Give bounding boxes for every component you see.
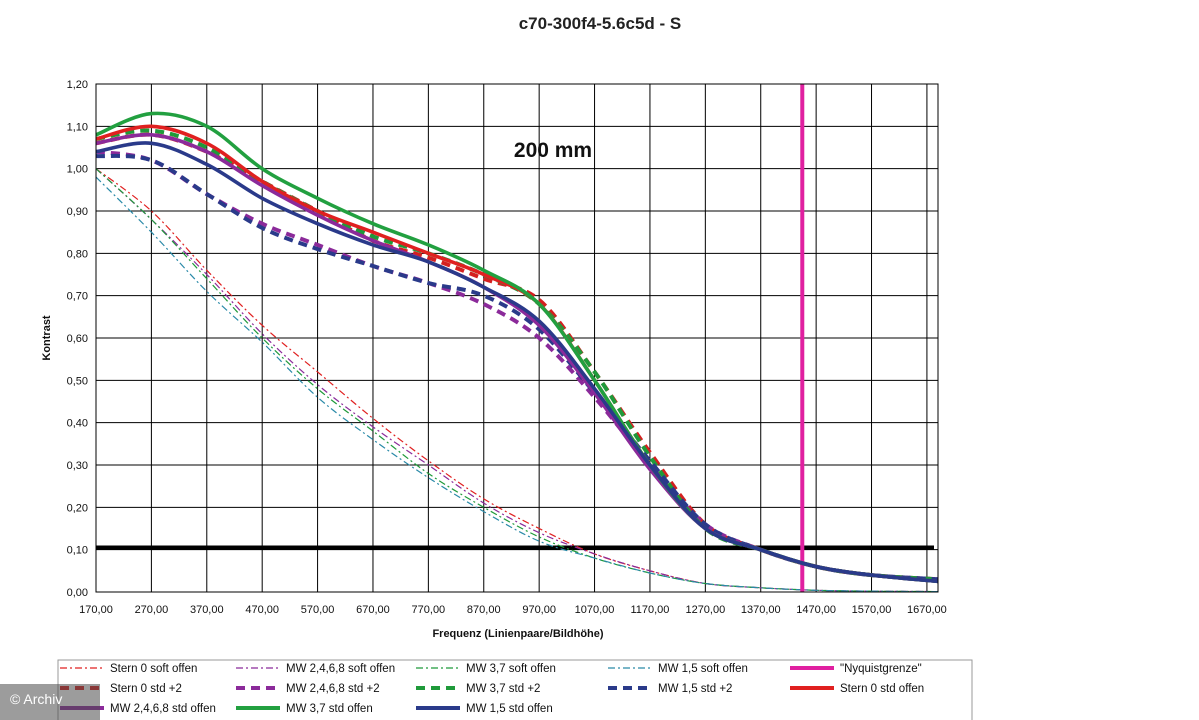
legend-label: MW 1,5 std +2: [658, 683, 732, 695]
x-axis-label: Frequenz (Linienpaare/Bildhöhe): [432, 628, 603, 640]
legend-label: Stern 0 soft offen: [110, 663, 197, 675]
series-line-mw-2-4-6-8-std-2: [95, 149, 939, 582]
watermark: © Archiv: [0, 684, 100, 720]
y-tick-label: 1,20: [67, 79, 88, 91]
series-line-mw-1-5-std-offen: [95, 141, 939, 584]
y-tick-label: 0,60: [67, 333, 88, 345]
legend-label: Stern 0 std +2: [110, 683, 182, 695]
x-tick-label: 870,00: [467, 604, 501, 616]
y-tick-label: 1,10: [67, 121, 88, 133]
x-tick-label: 1370,00: [741, 604, 781, 616]
x-tick-label: 270,00: [135, 604, 169, 616]
y-tick-label: 0,20: [67, 502, 88, 514]
series-line-mw-3-7-std-2: [95, 128, 939, 582]
legend-label: MW 2,4,6,8 std offen: [110, 703, 216, 715]
series-layer: [95, 84, 939, 593]
x-tick-label: 1570,00: [852, 604, 892, 616]
y-tick-label: 0,30: [67, 460, 88, 472]
y-axis-label: Kontrast: [41, 315, 53, 361]
x-tick-label: 570,00: [301, 604, 335, 616]
watermark-text: © Archiv: [10, 691, 62, 707]
x-tick-label: 1170,00: [630, 604, 669, 616]
legend: Stern 0 soft offen MW 2,4,6,8 soft offen M…: [57, 659, 973, 720]
legend-label: MW 1,5 std offen: [466, 703, 553, 715]
y-tick-label: 0,00: [67, 587, 88, 599]
x-tick-label: 1070,00: [575, 604, 615, 616]
legend-label: MW 3,7 std offen: [286, 703, 373, 715]
legend-label: MW 2,4,6,8 soft offen: [286, 663, 395, 675]
x-tick-label: 370,00: [190, 604, 224, 616]
x-tick-label: 1270,00: [685, 604, 725, 616]
x-tick-labels: 170,00 270,00 370,00 470,00 570,00 670,00 770,…: [79, 604, 947, 616]
plot-area-border: [95, 83, 939, 593]
y-tick-label: 0,50: [67, 375, 88, 387]
legend-label: MW 3,7 soft offen: [466, 663, 556, 675]
focal-length-annotation: 200 mm: [514, 139, 592, 162]
y-tick-label: 0,90: [67, 206, 88, 218]
legend-label: "Nyquistgrenze": [840, 663, 922, 675]
x-tick-label: 770,00: [412, 604, 446, 616]
y-tick-labels: 0,00 0,10 0,20 0,30 0,40 0,50 0,60 0,70 0,80 0,90…: [67, 79, 88, 599]
series-line-stern-0-std-offen: [95, 124, 939, 584]
series-line-mw-1-5-std-2: [95, 153, 939, 582]
series-line-mw-1-5-soft-offen: [95, 176, 939, 593]
legend-label: MW 1,5 soft offen: [658, 663, 748, 675]
x-tick-label: 1670,00: [907, 604, 947, 616]
y-tick-label: 0,10: [67, 545, 88, 557]
y-tick-label: 0,80: [67, 248, 88, 260]
y-tick-label: 0,70: [67, 291, 88, 303]
legend-label: MW 3,7 std +2: [466, 683, 540, 695]
legend-label: Stern 0 std offen: [840, 683, 924, 695]
watermark-backdrop: [0, 684, 100, 720]
chart-title: c70-300f4-5.6c5d - S: [519, 14, 682, 33]
x-tick-label: 670,00: [356, 604, 390, 616]
x-tick-label: 970,00: [522, 604, 556, 616]
x-tick-label: 170,00: [79, 604, 113, 616]
plot-frame: [95, 83, 939, 593]
series-line-mw-3-7-std-offen: [95, 111, 939, 584]
y-tick-label: 1,00: [67, 164, 88, 176]
y-tick-label: 0,40: [67, 418, 88, 430]
legend-label: MW 2,4,6,8 std +2: [286, 683, 380, 695]
x-tick-label: 470,00: [245, 604, 279, 616]
x-tick-label: 1470,00: [796, 604, 836, 616]
